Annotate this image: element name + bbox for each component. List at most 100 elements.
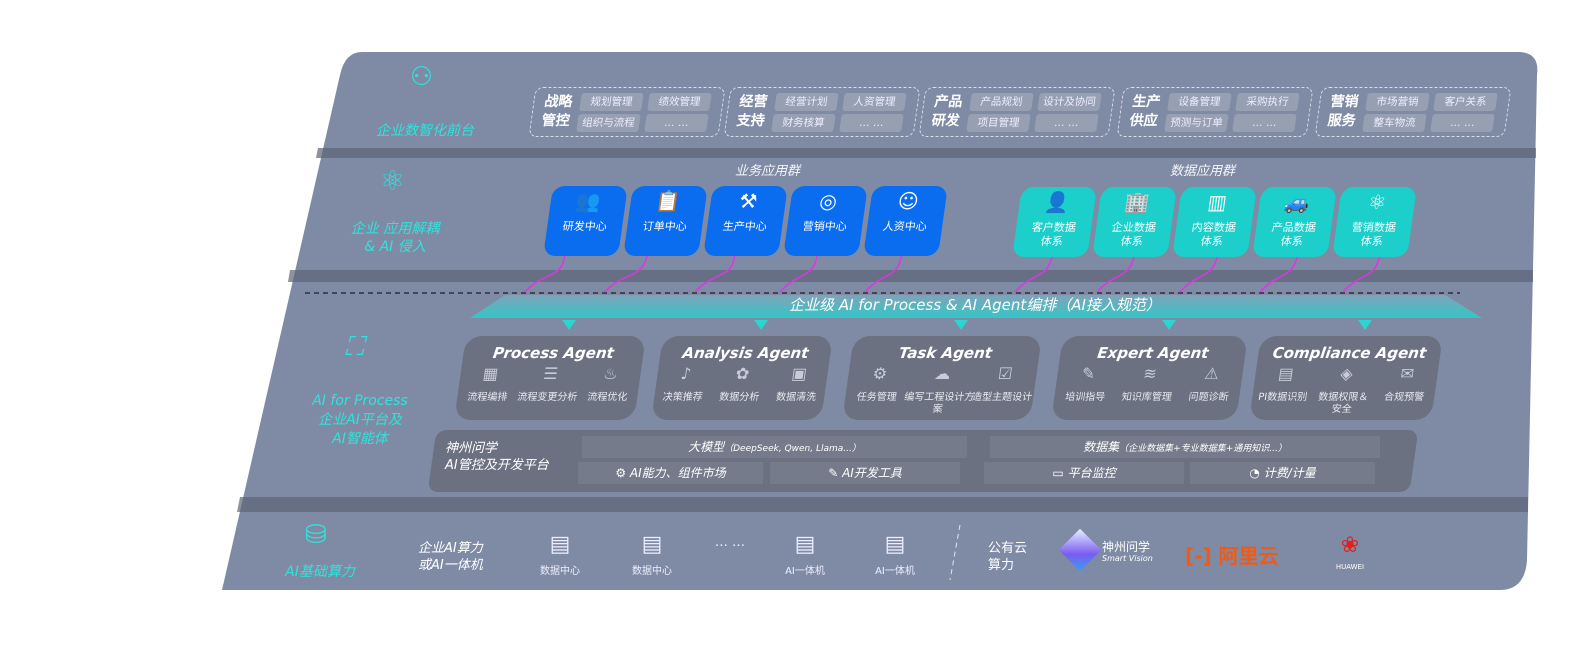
layer-front-label: 企业数智化前台 (376, 123, 474, 139)
clipboard-icon: 📋 (654, 189, 683, 213)
business-app-tile[interactable]: 📋 订单中心 (623, 186, 708, 256)
down-arrow-icon (1358, 320, 1372, 330)
front-item[interactable]: 财务核算 (771, 114, 836, 132)
agent-card[interactable]: Task Agent ⚙ 任务管理 ☁ 编写工程设计方案 ☑ 造型主题设计 (842, 336, 1042, 420)
front-group: 营销 服务 市场营销 客户关系 整车物流… … (1314, 87, 1512, 137)
compute-node: ▤ 数据中心 (622, 532, 682, 577)
atom-icon: ⚛ (1366, 190, 1388, 214)
layer-infra-label: AI基础算力 (285, 564, 355, 580)
front-item[interactable]: 预测与订单 (1164, 114, 1229, 132)
down-arrow-icon (1161, 320, 1176, 330)
front-group: 产品 研发 产品规划 设计及协同 项目管理… … (918, 87, 1116, 137)
front-item[interactable]: … … (839, 114, 904, 132)
down-arrow-icon (954, 320, 968, 330)
business-app-tile[interactable]: ⚒ 生产中心 (703, 186, 788, 256)
agent-name: Expert Agent (1096, 344, 1210, 362)
building-icon: 🏢 (1123, 190, 1152, 214)
feature-icon: ▣ (790, 364, 809, 383)
component-market[interactable]: ⚙ AI能力、组件市场 (578, 462, 763, 484)
layer-ai-line3: AI智能体 (332, 431, 388, 447)
front-item[interactable]: 市场营销 (1365, 93, 1430, 111)
business-app-tile[interactable]: 👥 研发中心 (543, 186, 628, 256)
front-item[interactable]: 绩效管理 (647, 93, 712, 111)
front-item[interactable]: 人资管理 (842, 93, 907, 111)
front-item[interactable]: 整车物流 (1362, 114, 1427, 132)
team-icon: 👥 (574, 189, 603, 213)
front-item[interactable]: 产品规划 (969, 93, 1034, 111)
server-icon: ▤ (549, 532, 571, 557)
target-icon: ◎ (817, 189, 839, 213)
group-title: 战略 管控 (540, 94, 574, 129)
person-icon: ☺ (896, 189, 921, 213)
orchestration-banner: 企业级 AI for Process & AI Agent编排（AI接入规范） (789, 296, 1161, 314)
compute-node: ▤ AI一体机 (775, 532, 835, 577)
books-icon: ▥ (1206, 190, 1229, 214)
ai-dev-tools[interactable]: ✎ AI开发工具 (770, 462, 960, 484)
front-item[interactable]: … … (1232, 114, 1297, 132)
business-app-tile[interactable]: ◎ 营销中心 (783, 186, 868, 256)
front-item[interactable]: 客户关系 (1433, 93, 1498, 111)
aliyun-logo: [-] 阿里云 (1185, 544, 1279, 568)
compute-node: ▤ AI一体机 (865, 532, 925, 577)
down-arrow-icon (754, 320, 768, 330)
data-app-tile[interactable]: ▥ 内容数据 体系 (1172, 187, 1257, 257)
agent-card[interactable]: Compliance Agent ▤ PI数据识别 ◈ 数据权限＆ 安全 ✉ 合规预警 (1249, 336, 1443, 420)
feature-icon: ☑ (996, 364, 1014, 383)
factory-icon: ⚒ (737, 189, 759, 213)
front-item[interactable]: 采购执行 (1235, 93, 1300, 111)
group-title: 生产 供应 (1128, 94, 1162, 129)
billing-metering[interactable]: ◔ 计费/计量 (1190, 462, 1375, 484)
car-icon: 🚙 (1283, 190, 1312, 214)
group-title: 产品 研发 (930, 94, 964, 129)
user-icon: 👤 (1043, 190, 1072, 214)
dev-tool-icon: ✎ (828, 466, 843, 480)
agent-feature: ♨ 流程优化 (571, 364, 646, 404)
agent-feature: ▣ 数据清洗 (760, 364, 835, 404)
platform-monitor[interactable]: ▭ 平台监控 (984, 462, 1184, 484)
data-apps-title: 数据应用群 (1170, 164, 1236, 179)
huawei-flower-icon: ❀ (1340, 533, 1360, 558)
gauge-icon: ◔ (1249, 466, 1264, 480)
front-item[interactable]: 组织与流程 (576, 114, 641, 132)
public-cloud-label: 公有云 算力 (988, 541, 1028, 573)
monitor-icon: ▭ (1052, 466, 1068, 480)
group-title: 营销 服务 (1326, 94, 1360, 129)
feature-icon: ✉ (1399, 364, 1416, 383)
layer-apps-label: 企业 应用解耦 & AI 侵入 (350, 221, 440, 255)
data-app-tile[interactable]: ⚛ 营销数据 体系 (1332, 187, 1417, 257)
private-compute-label: 企业AI算力 或AI一体机 (418, 541, 483, 573)
agent-card[interactable]: Expert Agent ✎ 培训指导 ≋ 知识库管理 ⚠ 问题诊断 (1051, 336, 1248, 420)
server-icon: ▤ (884, 532, 906, 557)
front-item[interactable]: … … (1430, 114, 1495, 132)
banner-band (470, 295, 1482, 318)
business-apps-title: 业务应用群 (735, 164, 801, 179)
front-item[interactable]: 项目管理 (966, 114, 1031, 132)
front-item[interactable]: 设计及协同 (1037, 93, 1102, 111)
agent-feature: ✉ 合规预警 (1368, 364, 1443, 404)
group-title: 经营 支持 (735, 94, 769, 129)
front-group: 战略 管控 规划管理 绩效管理 组织与流程… … (528, 87, 726, 137)
server-icon: ▤ (794, 532, 816, 557)
agent-feature: ☑ 造型主题设计 (966, 364, 1041, 404)
agent-name: Analysis Agent (681, 344, 810, 362)
feature-icon: ⚠ (1203, 364, 1221, 383)
feature-icon: ♨ (602, 364, 620, 383)
front-item[interactable]: 规划管理 (579, 93, 644, 111)
huawei-name: HUAWEI (1335, 563, 1365, 571)
more-nodes: … … (714, 535, 746, 550)
business-app-tile[interactable]: ☺ 人资中心 (863, 186, 948, 256)
smart-vision-sub: Smart Vision (1102, 554, 1153, 563)
agent-card[interactable]: Process Agent ▦ 流程编排 ☰ 流程变更分析 ♨ 流程优化 (454, 336, 646, 420)
front-item[interactable]: … … (1034, 114, 1099, 132)
front-item[interactable]: … … (644, 114, 709, 132)
data-app-tile[interactable]: 🚙 产品数据 体系 (1252, 187, 1337, 257)
database-icon: ⛁ (305, 520, 327, 550)
front-item[interactable]: 设备管理 (1167, 93, 1232, 111)
smart-vision-name: 神州问学 (1102, 540, 1151, 554)
brain-icon: ⚇ (410, 62, 434, 92)
front-item[interactable]: 经营计划 (774, 93, 839, 111)
front-group: 经营 支持 经营计划 人资管理 财务核算… … (723, 87, 921, 137)
data-app-tile[interactable]: 👤 客户数据 体系 (1012, 187, 1097, 257)
agent-card[interactable]: Analysis Agent ♪ 决策推荐 ✿ 数据分析 ▣ 数据清洗 (651, 336, 833, 420)
data-app-tile[interactable]: 🏢 企业数据 体系 (1092, 187, 1177, 257)
